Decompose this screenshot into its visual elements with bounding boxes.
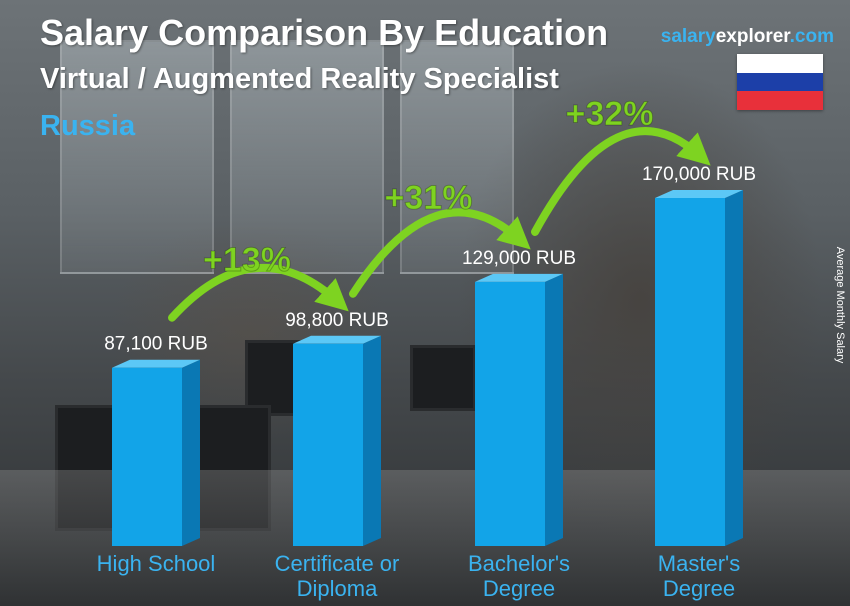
site-logo[interactable]: salaryexplorer.com (661, 26, 834, 48)
bar-front (112, 367, 182, 546)
job-title: Virtual / Augmented Reality Specialist (40, 63, 559, 95)
background-window (400, 40, 514, 274)
country-name: Russia (40, 110, 136, 142)
bar-side (725, 190, 743, 546)
increase-percent-label: +13% (203, 241, 291, 279)
bar (112, 359, 200, 546)
bar (293, 335, 381, 546)
bar-side (545, 273, 563, 546)
flag-stripe-blue (737, 72, 823, 92)
background-monitor (410, 345, 476, 411)
background-window (230, 40, 384, 274)
bar-front (293, 343, 363, 546)
increase-percent-label: +31% (385, 179, 473, 217)
bar-value-label: 129,000 RUB (462, 248, 576, 269)
flag-stripe-red (737, 91, 823, 110)
flag-stripe-white (737, 54, 823, 73)
increase-arrow (168, 263, 349, 322)
category-tick-label: Master's (658, 551, 740, 576)
category-tick-label: Bachelor's (468, 551, 570, 576)
bar-front (475, 281, 545, 546)
logo-part-domain: .com (789, 26, 834, 47)
increase-arrow (349, 208, 531, 298)
russia-flag-icon (737, 54, 823, 110)
bar-front (655, 198, 725, 546)
increase-percent-label: +32% (566, 95, 654, 133)
bar (655, 190, 743, 546)
increase-arrow (531, 127, 711, 236)
bar-value-label: 98,800 RUB (285, 310, 389, 331)
bar (475, 273, 563, 546)
category-tick-label: Degree (663, 576, 735, 601)
bar-side (363, 335, 381, 546)
category-tick-label: Diploma (297, 576, 378, 601)
bar-top (293, 335, 381, 344)
bar-top (655, 190, 743, 198)
category-tick-label: Certificate or (275, 551, 400, 576)
logo-part-salary: salary (660, 26, 716, 47)
bar-side (182, 359, 200, 546)
bar-value-label: 170,000 RUB (642, 164, 756, 185)
category-tick-label: High School (97, 551, 216, 576)
bar-value-label: 87,100 RUB (104, 334, 208, 355)
chart-title: Salary Comparison By Education (40, 12, 609, 53)
bar-top (475, 273, 563, 282)
bar-top (112, 359, 200, 368)
background-window (60, 40, 214, 274)
logo-part-explorer: explorer (715, 26, 790, 47)
category-tick-label: Degree (483, 576, 555, 601)
